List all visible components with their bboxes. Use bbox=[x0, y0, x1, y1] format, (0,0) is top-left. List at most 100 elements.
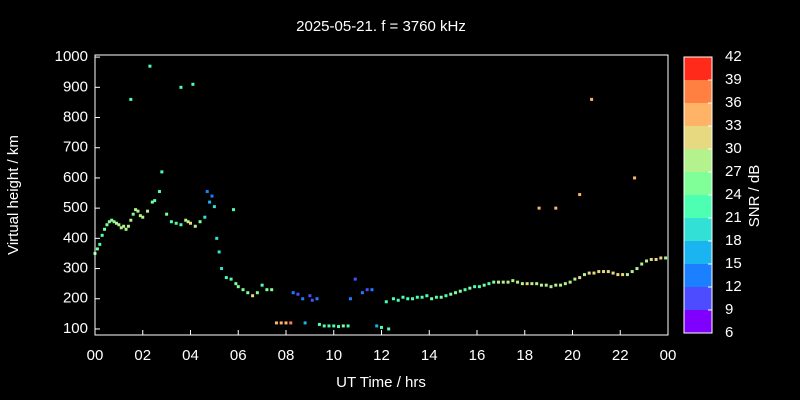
point bbox=[573, 277, 577, 281]
point bbox=[341, 324, 345, 328]
point bbox=[597, 270, 601, 274]
point bbox=[229, 277, 233, 281]
point bbox=[578, 276, 582, 280]
point bbox=[654, 257, 658, 261]
colorbar-tick-label: 36 bbox=[725, 94, 742, 111]
point bbox=[98, 242, 102, 246]
point bbox=[220, 267, 224, 271]
x-axis-label: UT Time / hrs bbox=[336, 374, 426, 391]
point bbox=[346, 324, 350, 328]
point bbox=[126, 224, 130, 228]
y-tick-label: 1000 bbox=[55, 48, 88, 65]
point bbox=[415, 295, 419, 299]
point bbox=[520, 282, 524, 286]
point bbox=[487, 282, 491, 286]
point bbox=[279, 321, 283, 325]
point bbox=[265, 288, 269, 292]
colorbar-band bbox=[684, 264, 712, 287]
point bbox=[246, 291, 250, 295]
point bbox=[310, 298, 314, 302]
point bbox=[621, 273, 625, 277]
y-tick-label: 400 bbox=[63, 229, 88, 246]
colorbar-tick-label: 12 bbox=[725, 278, 742, 295]
point bbox=[635, 267, 639, 271]
x-tick-label: 02 bbox=[134, 347, 151, 364]
point bbox=[473, 285, 477, 289]
colorbar-tick-label: 33 bbox=[725, 117, 742, 134]
x-tick-label: 20 bbox=[564, 347, 581, 364]
colorbar-tick-label: 21 bbox=[725, 209, 742, 226]
y-tick-label: 800 bbox=[63, 108, 88, 125]
colorbar-band bbox=[684, 149, 712, 172]
point bbox=[289, 321, 293, 325]
point bbox=[153, 199, 157, 203]
point bbox=[449, 292, 453, 296]
point bbox=[136, 209, 140, 213]
point bbox=[492, 280, 496, 284]
y-tick-label: 200 bbox=[63, 290, 88, 307]
colorbar-band bbox=[684, 241, 712, 264]
point bbox=[365, 288, 369, 292]
colorbar-tick-label: 24 bbox=[725, 186, 742, 203]
colorbar-band bbox=[684, 57, 712, 80]
y-tick-label: 500 bbox=[63, 199, 88, 216]
point bbox=[645, 259, 649, 263]
colorbar-tick-label: 6 bbox=[725, 324, 733, 341]
point bbox=[554, 206, 558, 210]
point bbox=[444, 294, 448, 298]
point bbox=[315, 297, 319, 301]
point bbox=[649, 257, 653, 261]
point bbox=[301, 297, 305, 301]
x-tick-label: 00 bbox=[660, 347, 677, 364]
point bbox=[506, 280, 510, 284]
colorbar-tick-label: 15 bbox=[725, 255, 742, 272]
colorbar-band bbox=[684, 195, 712, 218]
point bbox=[468, 286, 472, 290]
point bbox=[602, 270, 606, 274]
y-tick-label: 100 bbox=[63, 320, 88, 337]
point bbox=[559, 283, 563, 287]
point bbox=[496, 280, 500, 284]
y-tick-label: 700 bbox=[63, 139, 88, 156]
point bbox=[544, 283, 548, 287]
point bbox=[380, 325, 383, 329]
point bbox=[370, 288, 374, 292]
point bbox=[122, 224, 126, 228]
y-tick-label: 300 bbox=[63, 260, 88, 277]
point bbox=[95, 247, 99, 251]
point bbox=[396, 298, 400, 302]
point bbox=[664, 256, 668, 260]
x-tick-label: 18 bbox=[516, 347, 533, 364]
point bbox=[105, 223, 109, 227]
point bbox=[630, 270, 634, 274]
point bbox=[236, 285, 240, 289]
point bbox=[179, 85, 183, 89]
point bbox=[563, 282, 567, 286]
x-tick-label: 12 bbox=[373, 347, 390, 364]
chart-title: 2025-05-21. f = 3760 kHz bbox=[296, 18, 466, 35]
point bbox=[193, 224, 197, 228]
point bbox=[322, 324, 326, 328]
colorbar-band bbox=[684, 218, 712, 241]
point bbox=[537, 206, 541, 210]
point bbox=[141, 215, 145, 219]
point bbox=[134, 208, 138, 212]
point bbox=[117, 223, 121, 227]
point bbox=[425, 294, 429, 298]
point bbox=[241, 288, 245, 292]
point bbox=[439, 295, 443, 299]
x-tick-label: 06 bbox=[230, 347, 247, 364]
x-tick-label: 08 bbox=[278, 347, 295, 364]
colorbar-tick-label: 9 bbox=[725, 301, 733, 318]
point bbox=[411, 297, 415, 301]
point bbox=[337, 325, 341, 329]
point bbox=[150, 200, 154, 204]
colorbar-band bbox=[684, 80, 712, 103]
colorbar-band bbox=[684, 287, 712, 310]
point bbox=[640, 262, 644, 266]
point bbox=[165, 212, 169, 216]
point bbox=[215, 236, 219, 240]
point bbox=[148, 64, 152, 68]
point bbox=[107, 220, 111, 224]
